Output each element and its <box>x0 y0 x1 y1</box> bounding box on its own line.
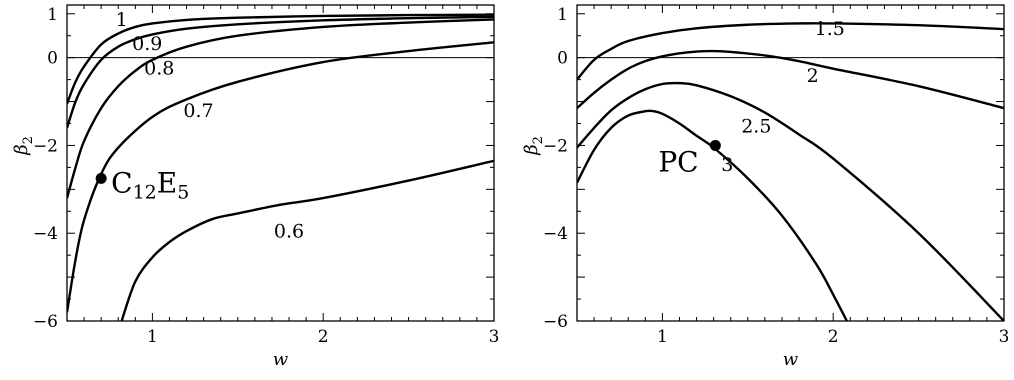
curve-label-0_7: 0.7 <box>183 100 213 122</box>
y-tick-label: −2 <box>33 136 58 156</box>
series-group <box>67 13 494 321</box>
curve-label-2: 2 <box>807 65 819 87</box>
marker-label-main: E <box>157 166 177 199</box>
series-line-0_8 <box>67 18 494 199</box>
y-tick-label: 1 <box>557 5 568 25</box>
y-axis-label-sub: 2 <box>21 136 36 144</box>
x-tick-label: 3 <box>999 327 1010 347</box>
plot-frame <box>576 4 1005 322</box>
y-tick-label: −2 <box>543 136 568 156</box>
curve-label-0_6: 0.6 <box>274 221 304 243</box>
x-tick-label: 1 <box>657 327 668 347</box>
y-tick-label: −4 <box>543 224 568 244</box>
curve-label-3: 3 <box>721 154 733 176</box>
curve-label-0_8: 0.8 <box>144 57 174 79</box>
y-tick-label: −4 <box>33 224 58 244</box>
series-line-3 <box>577 109 848 321</box>
y-tick-label: 0 <box>557 49 568 69</box>
curve-label-0_9: 0.9 <box>132 33 162 55</box>
series-line-0_9 <box>67 15 494 129</box>
x-tick-label: 3 <box>489 327 500 347</box>
y-axis-label-main: β <box>11 144 32 155</box>
series-line-2 <box>577 49 1004 110</box>
series-line-1_5 <box>577 22 1004 81</box>
y-axis-label-main: β <box>521 144 542 155</box>
x-tick-label: 2 <box>318 327 329 347</box>
curve-label-2_5: 2.5 <box>741 115 771 137</box>
y-axis-label: β2 <box>521 136 546 156</box>
y-axis-label: β2 <box>11 136 36 156</box>
y-tick-label: 1 <box>47 5 58 25</box>
series-line-1 <box>67 13 494 105</box>
y-tick-label: −6 <box>33 312 58 332</box>
marker-label-sub: 5 <box>177 181 189 203</box>
marker-label: PC <box>658 145 698 178</box>
plot-frame <box>66 4 495 322</box>
series-line-2_5 <box>577 81 1004 321</box>
x-tick-label: 1 <box>147 327 158 347</box>
marker-label-main: PC <box>658 145 698 178</box>
series-line-0_6 <box>120 159 494 321</box>
x-axis-label: w <box>783 349 799 370</box>
marker-label: C12E5 <box>111 166 189 203</box>
marker-point <box>709 139 721 151</box>
marker-point <box>95 172 107 184</box>
y-tick-label: −6 <box>543 312 568 332</box>
x-tick-label: 2 <box>828 327 839 347</box>
y-tick-label: 0 <box>47 49 58 69</box>
marker-label-sub: 12 <box>133 181 157 203</box>
x-axis-label: w <box>273 349 289 370</box>
curve-label-1: 1 <box>116 9 128 31</box>
marker-label-main: C <box>111 166 132 199</box>
series-group <box>577 22 1004 321</box>
series-line-0_7 <box>67 41 494 313</box>
curve-label-1_5: 1.5 <box>815 18 845 40</box>
y-axis-label-sub: 2 <box>531 136 546 144</box>
